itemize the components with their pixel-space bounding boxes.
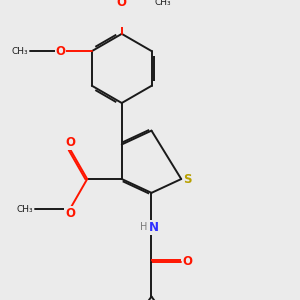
- Text: S: S: [183, 172, 192, 185]
- Text: O: O: [65, 136, 75, 149]
- Text: N: N: [149, 221, 159, 234]
- Text: O: O: [117, 0, 127, 9]
- Text: H: H: [140, 222, 148, 233]
- Text: O: O: [65, 207, 75, 220]
- Text: CH₃: CH₃: [17, 205, 34, 214]
- Text: CH₃: CH₃: [155, 0, 171, 7]
- Text: O: O: [182, 256, 192, 268]
- Text: CH₃: CH₃: [11, 46, 28, 56]
- Text: O: O: [56, 45, 66, 58]
